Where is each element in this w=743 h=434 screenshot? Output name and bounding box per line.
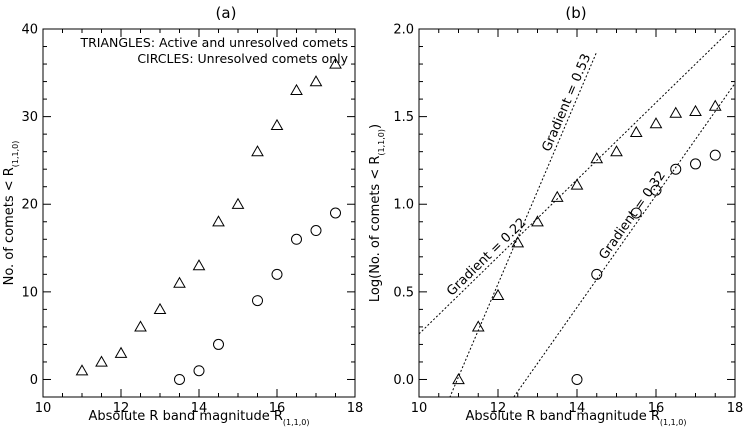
x-tick-label: 16 [648,401,665,416]
triangle-point [192,259,206,271]
triangle-point [212,215,225,227]
panel-a-ylabel-main: No. of comets < R [2,167,17,285]
x-tick-label: 18 [727,401,743,416]
circle-point [213,338,224,350]
triangle-point [329,57,342,69]
triangle-point [590,152,604,164]
circle-point [252,295,263,307]
y-tick-label: 0.0 [393,373,414,388]
panel-a-xlabel: Absolute R band magnitude R(1,1,0) [88,409,309,427]
triangle-point [309,75,323,87]
panel-b-ylabel-sub: (1,1,0) [377,129,386,156]
panel-a-ticks: 10 12 14 16 18 0 10 20 30 40 [21,23,363,417]
triangle-point [251,145,264,157]
triangle-point [173,276,186,288]
x-tick-label: 10 [35,401,52,416]
y-tick-label: 40 [21,23,38,38]
circle-point [690,158,701,170]
y-tick-label: 20 [21,198,38,213]
fit-label: Gradient = 0.22 [444,215,529,299]
panel-a-frame [42,28,356,398]
y-tick-label: 10 [21,285,38,300]
triangle-point [550,190,564,202]
x-tick-label: 12 [490,401,507,416]
x-tick-label: 16 [269,401,286,416]
panel-b-ylabel-end: ) [368,124,383,129]
triangle-point [669,106,683,118]
x-tick-label: 12 [113,401,130,416]
y-tick-label: 0 [30,373,38,388]
panel-a: (a) 10 12 14 16 18 0 10 20 30 40 TRIANGLES: Activ… [2,4,363,427]
triangle-point [610,145,623,157]
triangle-point [75,364,89,376]
triangle-point [153,302,167,315]
circle-point [310,225,322,237]
circle-point [709,149,721,161]
panel-a-legend-line-1: TRIANGLES: Active and unresolved comets [79,35,348,50]
circle-point [650,184,662,196]
panel-b-title: (b) [565,4,586,22]
triangle-point [471,320,485,332]
triangle-point [134,320,147,332]
panel-a-ylabel-sub: (1,1,0) [11,141,20,168]
circle-point [630,207,642,219]
triangle-point [270,118,284,131]
panel-a-xlabel-sub: (1,1,0) [283,418,310,427]
y-tick-label: 1.5 [393,110,414,125]
circle-point [271,268,283,280]
panel-a-title: (a) [216,4,237,22]
panel-a-xlabel-main: Absolute R band magnitude R [88,409,282,424]
y-tick-label: 1.0 [393,198,414,213]
y-tick-label: 30 [21,110,38,125]
circle-point [174,373,185,385]
y-tick-label: 2.0 [393,23,414,38]
panel-b-xlabel-sub: (1,1,0) [660,418,687,427]
circle-point [291,233,302,245]
y-tick-label: 0.5 [393,285,414,300]
triangle-point [689,104,702,116]
panel-b-points [452,99,722,385]
circle-point [330,207,341,219]
panel-b-xlabel: Absolute R band magnitude R(1,1,0) [465,409,686,427]
panel-b-fit-labels: Gradient = 0.53 Gradient = 0.22 Gradient =… [444,52,669,299]
panel-a-ylabel: No. of comets < R(1,1,0) [2,141,20,286]
fit-label: Gradient = 0.32 [596,168,669,262]
triangle-point [570,178,584,190]
circle-point [591,268,603,280]
x-tick-label: 18 [347,401,364,416]
x-tick-label: 14 [191,401,208,416]
panel-b-xlabel-main: Absolute R band magnitude R [465,409,659,424]
triangle-point [649,117,663,129]
triangle-point [290,83,303,95]
triangle-point [452,372,465,385]
panel-a-points [75,57,342,385]
panel-b-ylabel-main: Log(No. of comets < R [368,156,383,303]
fit-label: Gradient = 0.53 [539,52,594,154]
triangle-point [95,355,108,367]
circle-point [571,373,583,385]
panel-a-legend-line-2: CIRCLES: Unresolved comets only [137,51,348,66]
triangle-point [491,288,505,300]
panel-b-ticks: 10 12 14 16 18 0.0 0.5 1.0 1.5 2.0 [393,23,743,417]
triangle-point [629,125,643,138]
triangle-point [531,215,544,227]
circle-point [670,163,682,175]
panel-b: (b) 10 12 14 16 18 0.0 0.5 1.0 1.5 2.0 Gradient =… [368,4,743,427]
triangle-point [708,99,722,111]
x-tick-label: 14 [569,401,586,416]
circle-point [193,365,205,377]
triangle-point [231,197,245,209]
triangle-point [114,346,128,358]
triangle-point [511,236,525,248]
x-tick-label: 10 [411,401,428,416]
panel-b-ylabel: Log(No. of comets < R(1,1,0)) [368,124,386,302]
